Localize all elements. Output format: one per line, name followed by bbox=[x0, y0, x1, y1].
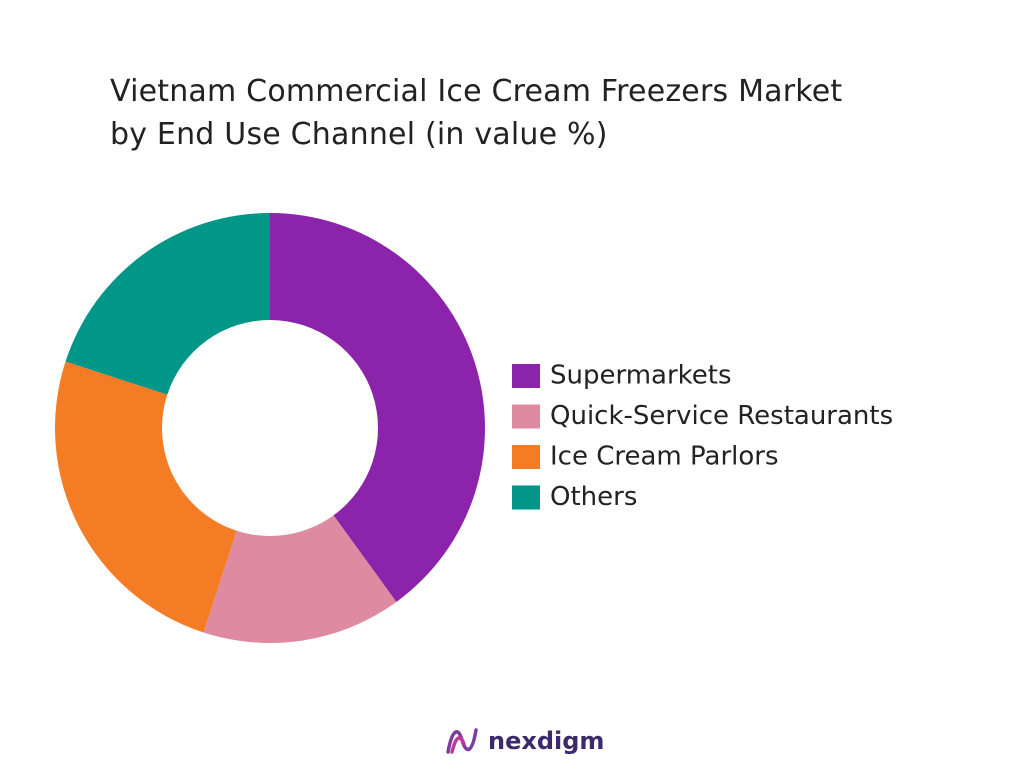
logo-icon bbox=[446, 728, 478, 754]
legend-label: Others bbox=[550, 482, 637, 512]
donut-slice bbox=[65, 213, 270, 395]
donut-slice bbox=[203, 515, 397, 643]
legend-swatch bbox=[512, 485, 540, 510]
chart-title: Vietnam Commercial Ice Cream Freezers Ma… bbox=[110, 74, 843, 152]
legend-label: Supermarkets bbox=[550, 361, 732, 391]
donut-slice bbox=[54, 361, 237, 633]
logo-text: nexdigm bbox=[488, 727, 604, 755]
legend-swatch bbox=[512, 364, 540, 388]
legend-swatch bbox=[512, 445, 540, 469]
legend-label: Ice Cream Parlors bbox=[550, 442, 779, 472]
legend-label: Quick-Service Restaurants bbox=[550, 401, 893, 431]
legend-swatch bbox=[512, 404, 540, 429]
donut-slice bbox=[270, 213, 486, 602]
